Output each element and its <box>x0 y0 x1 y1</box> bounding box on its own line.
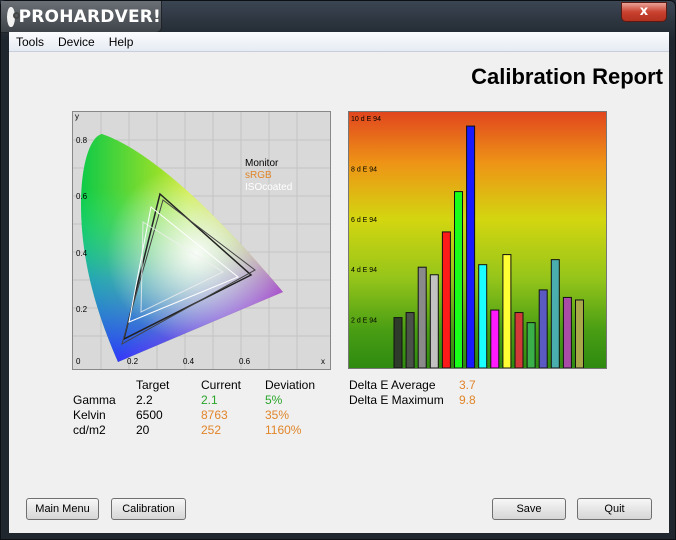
delta-e-bar <box>429 274 439 369</box>
cie-x-tick: 0.4 <box>183 357 195 366</box>
srgb-gamut-triangle <box>128 206 239 323</box>
brand-logo: PROHARDVER! <box>1 1 162 33</box>
cie-y-tick: 0.2 <box>76 305 88 314</box>
cie-legend: Monitor sRGB ISOcoated <box>245 158 292 194</box>
brand-logo-icon <box>7 6 20 27</box>
menu-bar: Tools Device Help <box>9 32 669 52</box>
legend-monitor: Monitor <box>245 158 279 169</box>
delta-e-bar <box>454 191 463 369</box>
delta-e-bar <box>526 322 536 369</box>
delta-e-bar <box>490 309 500 369</box>
header-deviation: Deviation <box>265 378 316 392</box>
legend-srgb: sRGB <box>245 170 272 181</box>
delta-e-bar <box>514 312 524 369</box>
delta-e-bar-chart: 10 d E 94 8 d E 94 6 d E 94 4 d E 94 2 d E 9… <box>348 111 607 369</box>
delta-e-y-tick-label: 8 d E 94 <box>351 166 377 173</box>
header-target: Target <box>136 378 170 392</box>
delta-e-bars: 10 d E 94 8 d E 94 6 d E 94 4 d E 94 2 d E 9… <box>351 116 584 369</box>
row-label: Gamma <box>73 393 116 407</box>
quit-button[interactable]: Quit <box>577 498 652 520</box>
delta-e-average-value: 3.7 <box>459 378 476 392</box>
current-value: 8763 <box>201 408 228 422</box>
delta-e-bar <box>466 125 476 369</box>
calibration-button[interactable]: Calibration <box>111 498 186 520</box>
delta-e-bar <box>550 259 560 369</box>
target-value: 20 <box>136 423 150 437</box>
report-panel: Calibration Report <box>9 52 669 533</box>
cie-x-axis-label: x <box>321 357 325 366</box>
save-button[interactable]: Save <box>492 498 566 520</box>
deviation-value: 5% <box>265 393 283 407</box>
delta-e-bar <box>393 317 403 369</box>
main-menu-button[interactable]: Main Menu <box>26 498 99 520</box>
current-value: 252 <box>201 423 222 437</box>
delta-e-y-tick-label: 10 d E 94 <box>351 116 381 123</box>
target-value: 6500 <box>136 408 163 422</box>
deviation-value: 1160% <box>265 423 302 437</box>
current-value: 2.1 <box>201 393 218 407</box>
cie-x-tick: 0 <box>76 357 81 366</box>
delta-e-bar <box>478 264 488 369</box>
cie-y-tick: 0.6 <box>76 192 88 201</box>
row-label: Kelvin <box>73 408 106 422</box>
brand-logo-text: PROHARDVER! <box>18 6 161 27</box>
cie-y-axis-label: y <box>75 112 79 121</box>
menu-device[interactable]: Device <box>58 34 95 49</box>
delta-e-bar <box>562 296 572 369</box>
menu-tools[interactable]: Tools <box>16 34 45 49</box>
delta-e-maximum-value: 9.8 <box>459 393 476 407</box>
delta-e-bar <box>405 312 415 369</box>
delta-e-y-tick-label: 6 d E 94 <box>351 217 377 224</box>
delta-e-y-tick-label: 2 d E 94 <box>351 318 377 325</box>
delta-e-average-label: Delta E Average <box>349 378 436 392</box>
header-current: Current <box>201 378 242 392</box>
delta-e-y-tick-label: 4 d E 94 <box>351 267 377 274</box>
menu-help[interactable]: Help <box>108 34 134 49</box>
cie-chromaticity-diagram: y 0.8 0.6 0.4 0.2 0 0.2 0.4 0.6 x Monito… <box>72 111 331 370</box>
target-value: 2.2 <box>136 393 153 407</box>
cie-diagram-graphic <box>73 112 330 369</box>
cie-x-tick: 0.2 <box>127 357 139 366</box>
delta-e-bar <box>417 266 427 369</box>
close-button[interactable]: x <box>621 2 667 22</box>
cie-y-tick: 0.8 <box>76 136 88 145</box>
page-title: Calibration Report <box>471 64 663 89</box>
cie-x-tick: 0.6 <box>239 357 251 366</box>
deviation-value: 35% <box>265 408 290 422</box>
delta-e-bar <box>538 289 548 369</box>
delta-e-bar <box>502 254 512 369</box>
legend-isocoated: ISOcoated <box>245 182 293 193</box>
delta-e-bar <box>575 299 584 369</box>
delta-e-maximum-label: Delta E Maximum <box>349 393 444 407</box>
isocoated-gamut-outline <box>140 221 225 313</box>
row-label: cd/m2 <box>73 423 106 437</box>
cie-y-tick: 0.4 <box>76 249 88 258</box>
delta-e-bar <box>441 231 451 369</box>
